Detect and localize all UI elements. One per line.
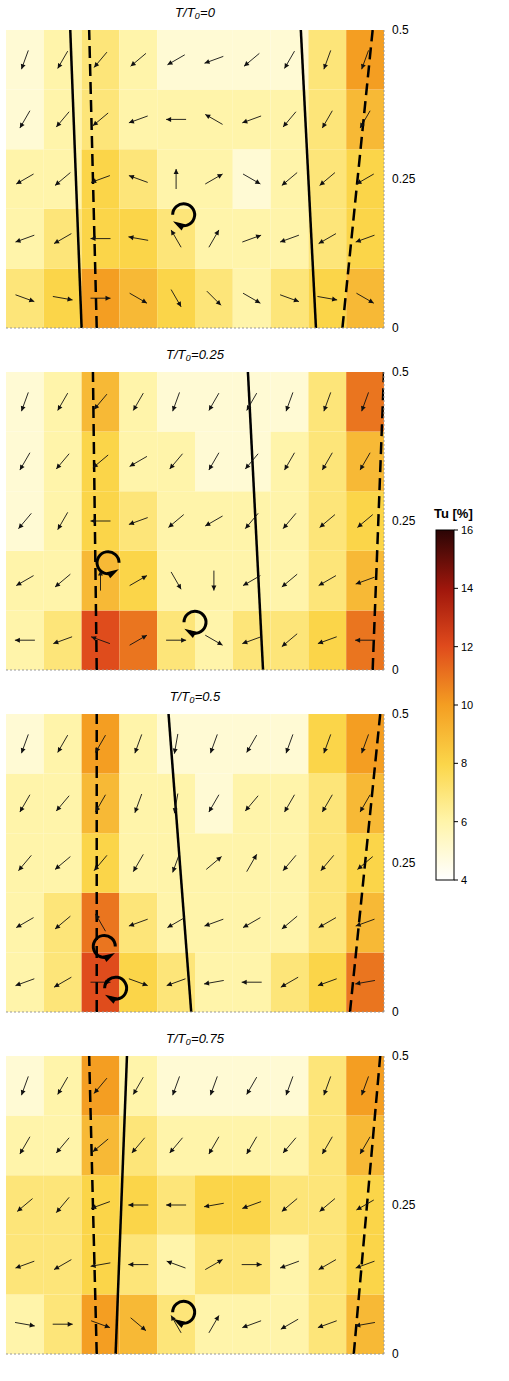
html-text:T/T₀=0: T/T₀=0 <box>175 5 215 20</box>
html-text:T/T₀=0.75: T/T₀=0.75 <box>166 1031 224 1046</box>
svg-text:8: 8 <box>461 757 467 769</box>
svg-text:10: 10 <box>461 699 473 711</box>
svg-text:16: 16 <box>461 524 473 536</box>
svg-text:12: 12 <box>461 641 473 653</box>
svg-text:Tu [%]: Tu [%] <box>434 506 473 521</box>
svg-text:4: 4 <box>461 874 467 886</box>
svg-text:0: 0 <box>392 1005 399 1019</box>
svg-text:14: 14 <box>461 582 473 594</box>
svg-text:0.5: 0.5 <box>392 1049 409 1063</box>
svg-text:6: 6 <box>461 816 467 828</box>
svg-text:0.25: 0.25 <box>392 172 416 186</box>
svg-text:0: 0 <box>392 663 399 677</box>
html-text:T/T₀=0.5: T/T₀=0.5 <box>169 689 221 704</box>
svg-text:0.25: 0.25 <box>392 856 416 870</box>
html-text:T/T₀=0.25: T/T₀=0.25 <box>166 347 224 362</box>
svg-text:0.5: 0.5 <box>392 23 409 37</box>
svg-text:0.25: 0.25 <box>392 1198 416 1212</box>
svg-text:0.5: 0.5 <box>392 707 409 721</box>
svg-text:0: 0 <box>392 1347 399 1361</box>
svg-text:0.5: 0.5 <box>392 365 409 379</box>
svg-text:0: 0 <box>392 321 399 335</box>
svg-text:0.25: 0.25 <box>392 514 416 528</box>
